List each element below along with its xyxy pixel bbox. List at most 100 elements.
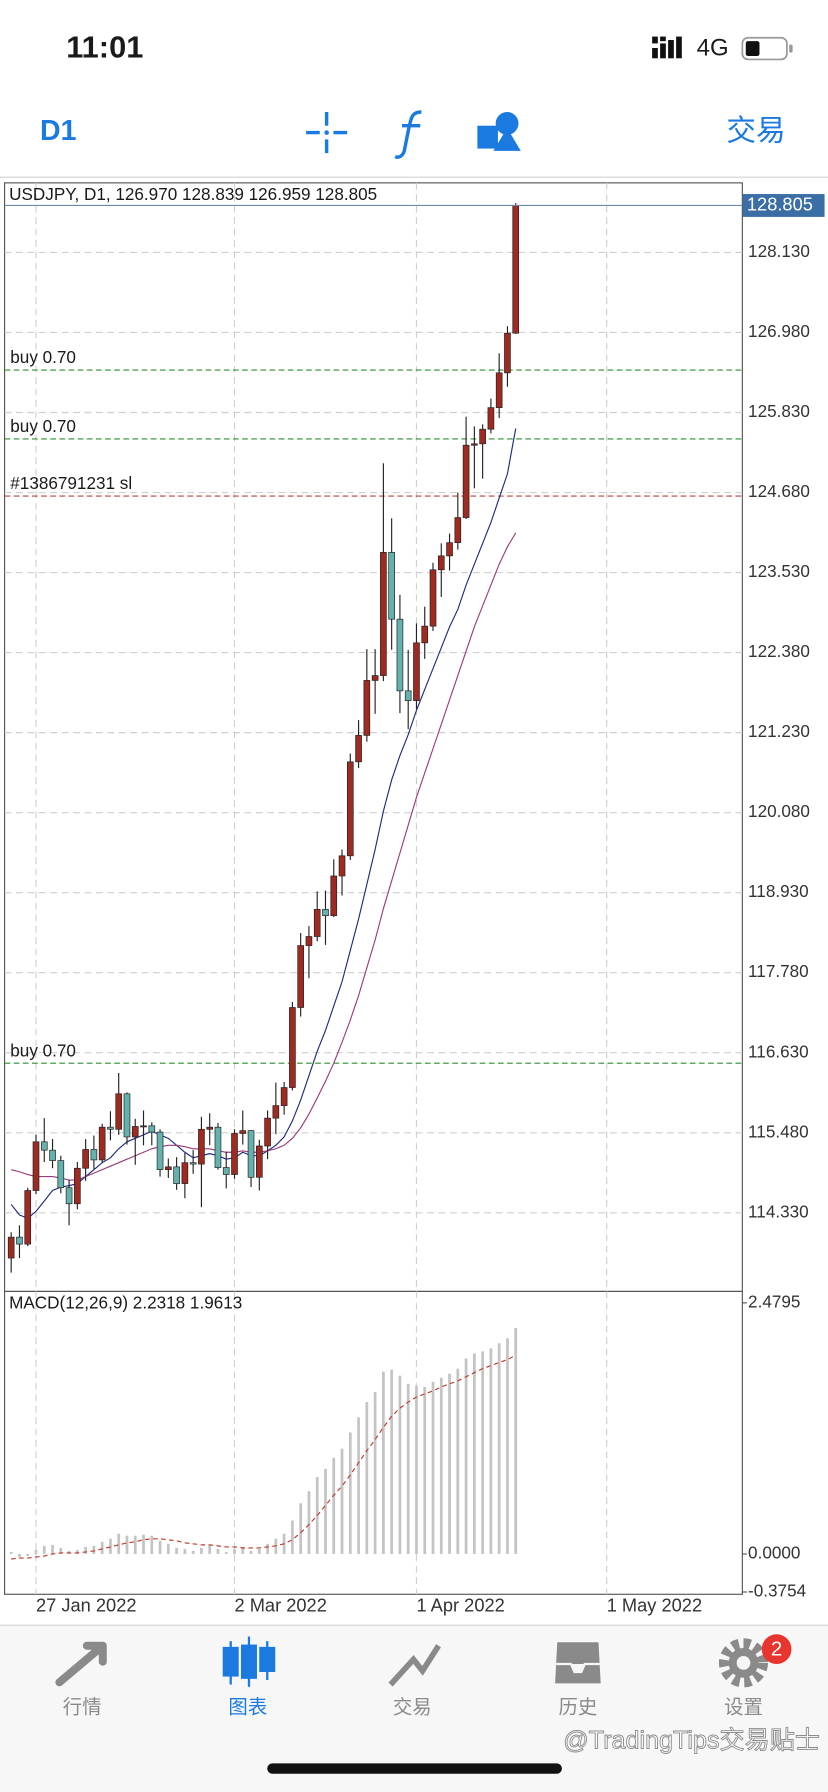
y-tick-label: 123.530 [748,561,810,581]
macd-bar [348,1432,352,1554]
candle-body [305,936,313,946]
trade-icon[interactable] [388,1644,441,1687]
macd-bar [233,1548,236,1554]
x-tick-label: 2 Mar 2022 [235,1595,327,1616]
candle-body [512,205,520,334]
macd-bar [373,1391,377,1554]
history-icon[interactable] [552,1640,604,1686]
timeframe-button[interactable]: D1 [40,115,77,147]
macd-bar [514,1327,518,1554]
candle-body [504,332,511,374]
candle-body [297,945,304,1008]
macd-bar [216,1548,220,1554]
signal-icon [652,36,682,59]
candle-body [107,1126,114,1130]
indicators-button[interactable] [394,110,422,159]
macd-bar [382,1371,385,1554]
candle-body [239,1130,247,1134]
macd-bar [158,1540,162,1554]
candle-body [32,1141,40,1191]
tab-label[interactable]: 交易 [393,1697,432,1719]
settings-icon[interactable] [718,1638,769,1688]
tab-label[interactable]: 历史 [558,1697,597,1719]
candle-body [40,1141,48,1151]
tab-label[interactable]: 设置 [724,1697,763,1719]
candle-body [231,1133,238,1175]
candle-body [256,1145,263,1178]
candle-body [16,1236,23,1245]
tab-label[interactable]: 图表 [228,1697,267,1719]
macd-bar [125,1535,129,1554]
macd-bar [100,1541,104,1554]
candle-body [338,855,346,877]
candle-body [198,1128,205,1165]
candle-body [82,1149,89,1169]
candle-body [165,1166,172,1170]
macd-bar [266,1543,269,1554]
objects-button[interactable] [477,112,521,151]
chart-icon[interactable] [222,1636,276,1687]
home-indicator [267,1763,562,1774]
candle-body [272,1105,280,1119]
candle-body [74,1167,81,1205]
macd-panel [3,1290,743,1595]
macd-signal [11,1354,516,1560]
macd-bar [431,1381,435,1554]
y-tick-label: 114.330 [748,1201,809,1221]
candle-body [404,690,412,701]
macd-tick-label: -0.3754 [748,1581,807,1601]
y-tick-label: 115.480 [748,1121,809,1141]
order-label: buy 0.70 [10,347,76,367]
y-tick-label: 116.630 [748,1041,809,1061]
macd-bar [448,1373,451,1554]
order-label: buy 0.70 [10,416,76,436]
y-tick-label: 117.780 [748,961,809,981]
candle-body [148,1125,156,1133]
quotes-icon[interactable] [55,1641,107,1687]
y-tick-label: 126.980 [748,321,810,341]
macd-bar [133,1535,137,1554]
tab-labels: 行情 图表 交易 历史 设置 [63,1697,763,1719]
watermark: @TradingTips交易贴士 [563,1726,820,1754]
candle-body [322,909,329,916]
macd-bar [472,1353,476,1554]
candle-body [429,569,437,627]
macd-bar [208,1544,212,1554]
candle-body [454,517,462,543]
badge [761,1634,792,1664]
candle-body [446,542,453,557]
macd-bar [142,1534,145,1554]
macd-bar [340,1448,344,1554]
candle-body [421,625,429,644]
candle-body [330,875,338,916]
candle-body [189,1162,197,1165]
macd-bar [497,1343,501,1554]
macd-bar [390,1369,394,1554]
crosshair-button[interactable] [306,112,348,154]
macd-bar [34,1549,38,1554]
y-tick-label: 128.130 [748,241,810,261]
tab-label[interactable]: 行情 [63,1697,102,1719]
macd-bar [26,1553,30,1557]
candle-body [479,428,486,445]
candle-body [131,1126,139,1138]
macd-bar [241,1546,245,1554]
order-label: #1386791231 sl [10,473,132,493]
x-tick-label: 1 May 2022 [607,1595,702,1616]
trade-button[interactable]: 交易 [726,114,785,147]
macd-bar [200,1547,203,1554]
macd-bar [18,1553,21,1558]
y-tick-label: 124.680 [748,481,810,501]
candle-body [264,1117,271,1147]
macd-bar [249,1550,253,1554]
macd-bar [166,1543,170,1554]
macd-bar [224,1551,228,1554]
candle-body [173,1166,180,1184]
macd-title: MACD(12,26,9) 2.2318 1.9613 [9,1293,242,1313]
macd-bar [59,1547,63,1554]
candle-body [214,1126,222,1168]
candle-body [388,552,395,620]
candle-body [396,618,404,692]
moving-average [10,428,517,1220]
